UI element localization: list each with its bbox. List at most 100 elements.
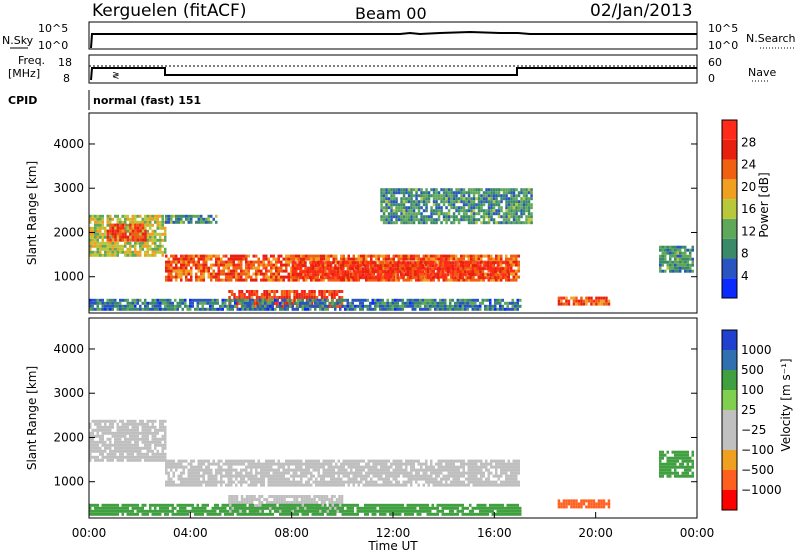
velocity-cell: [355, 462, 358, 466]
power-cell: [273, 296, 276, 299]
velocity-cell: [270, 462, 273, 466]
velocity-cell: [255, 468, 258, 472]
power-cell: [146, 217, 149, 221]
velocity-cell: [285, 471, 288, 475]
power-cell: [435, 221, 438, 225]
power-cell: [404, 301, 407, 305]
power-cell: [507, 275, 510, 279]
velocity-cell: [502, 480, 505, 484]
power-cell: [221, 298, 224, 302]
power-cell: [425, 257, 428, 261]
velocity-cell: [280, 465, 283, 469]
power-cell: [386, 307, 389, 311]
power-cell: [527, 188, 531, 192]
power-cell: [689, 266, 692, 270]
power-cell: [351, 307, 354, 311]
power-cell: [505, 197, 508, 201]
velocity-cell: [245, 480, 248, 484]
velocity-cell: [355, 477, 358, 481]
power-cell: [335, 257, 338, 261]
power-cell: [405, 212, 408, 216]
velocity-cell: [272, 462, 275, 466]
power-cell: [467, 218, 471, 222]
power-cell: [510, 263, 513, 267]
power-cell: [454, 307, 457, 311]
power-cell: [195, 272, 198, 276]
power-cell: [175, 275, 178, 279]
power-cell: [99, 244, 102, 248]
power-cell: [580, 302, 583, 306]
power-cell: [190, 260, 193, 264]
power-cell: [257, 266, 260, 270]
velocity-cell: [149, 419, 152, 423]
power-cell: [131, 220, 134, 224]
power-cell: [397, 191, 401, 195]
power-cell: [500, 206, 503, 210]
velocity-cell: [407, 477, 410, 481]
power-cell: [159, 241, 162, 245]
velocity-cell: [450, 465, 453, 469]
velocity-cell: [347, 471, 350, 475]
power-cell: [190, 257, 193, 261]
power-cell: [336, 301, 339, 305]
power-cell: [316, 267, 320, 271]
power-cell: [504, 270, 507, 274]
power-cell: [170, 217, 173, 221]
power-cell: [430, 257, 433, 261]
velocity-cell: [427, 483, 430, 487]
power-cell: [116, 247, 119, 251]
power-cell: [139, 226, 142, 230]
power-cell: [299, 301, 302, 305]
power-cell: [441, 301, 444, 305]
velocity-cell: [287, 477, 290, 481]
velocity-cell: [250, 480, 253, 484]
power-cell: [116, 307, 119, 311]
velocity-cell: [407, 474, 410, 478]
power-cell: [154, 214, 157, 218]
power-cell: [191, 301, 194, 305]
power-cell: [111, 238, 114, 242]
velocity-cell: [292, 468, 295, 472]
power-cell: [180, 275, 183, 279]
velocity-cell: [397, 465, 400, 469]
velocity-cell: [352, 480, 355, 484]
power-cell: [465, 212, 468, 216]
velocity-cell: [212, 474, 215, 478]
power-cell: [492, 206, 496, 210]
power-cell: [457, 257, 460, 261]
power-cell: [467, 254, 470, 258]
power-cell: [429, 301, 432, 305]
power-cell: [272, 257, 275, 261]
power-cell: [314, 307, 317, 311]
power-cell: [111, 304, 114, 308]
velocity-cell: [154, 452, 157, 456]
power-cell: [351, 298, 354, 302]
power-cell: [392, 215, 396, 219]
power-cell: [507, 272, 510, 276]
velocity-cell: [101, 449, 104, 453]
power-cell: [496, 267, 500, 271]
velocity-cell: [467, 465, 470, 469]
power-cell: [134, 298, 137, 302]
power-cell: [679, 254, 682, 258]
power-cell: [466, 270, 470, 274]
velocity-cell: [327, 468, 330, 472]
velocity-cell: [146, 419, 149, 423]
power-cell: [425, 263, 428, 267]
power-cell: [237, 254, 240, 258]
power-cell: [379, 276, 382, 280]
power-cell: [310, 302, 314, 305]
power-cell: [109, 301, 112, 305]
power-cell: [432, 212, 436, 216]
velocity-cell: [144, 452, 147, 456]
velocity-cell: [322, 477, 325, 481]
velocity-cell: [402, 468, 405, 472]
power-cell: [99, 223, 102, 227]
velocity-cell: [124, 431, 127, 435]
power-cell: [316, 264, 320, 268]
velocity-cell: [297, 465, 300, 469]
power-cell: [272, 275, 275, 279]
power-cell: [464, 304, 467, 308]
power-cell: [354, 307, 357, 311]
velocity-cell: [121, 458, 124, 462]
